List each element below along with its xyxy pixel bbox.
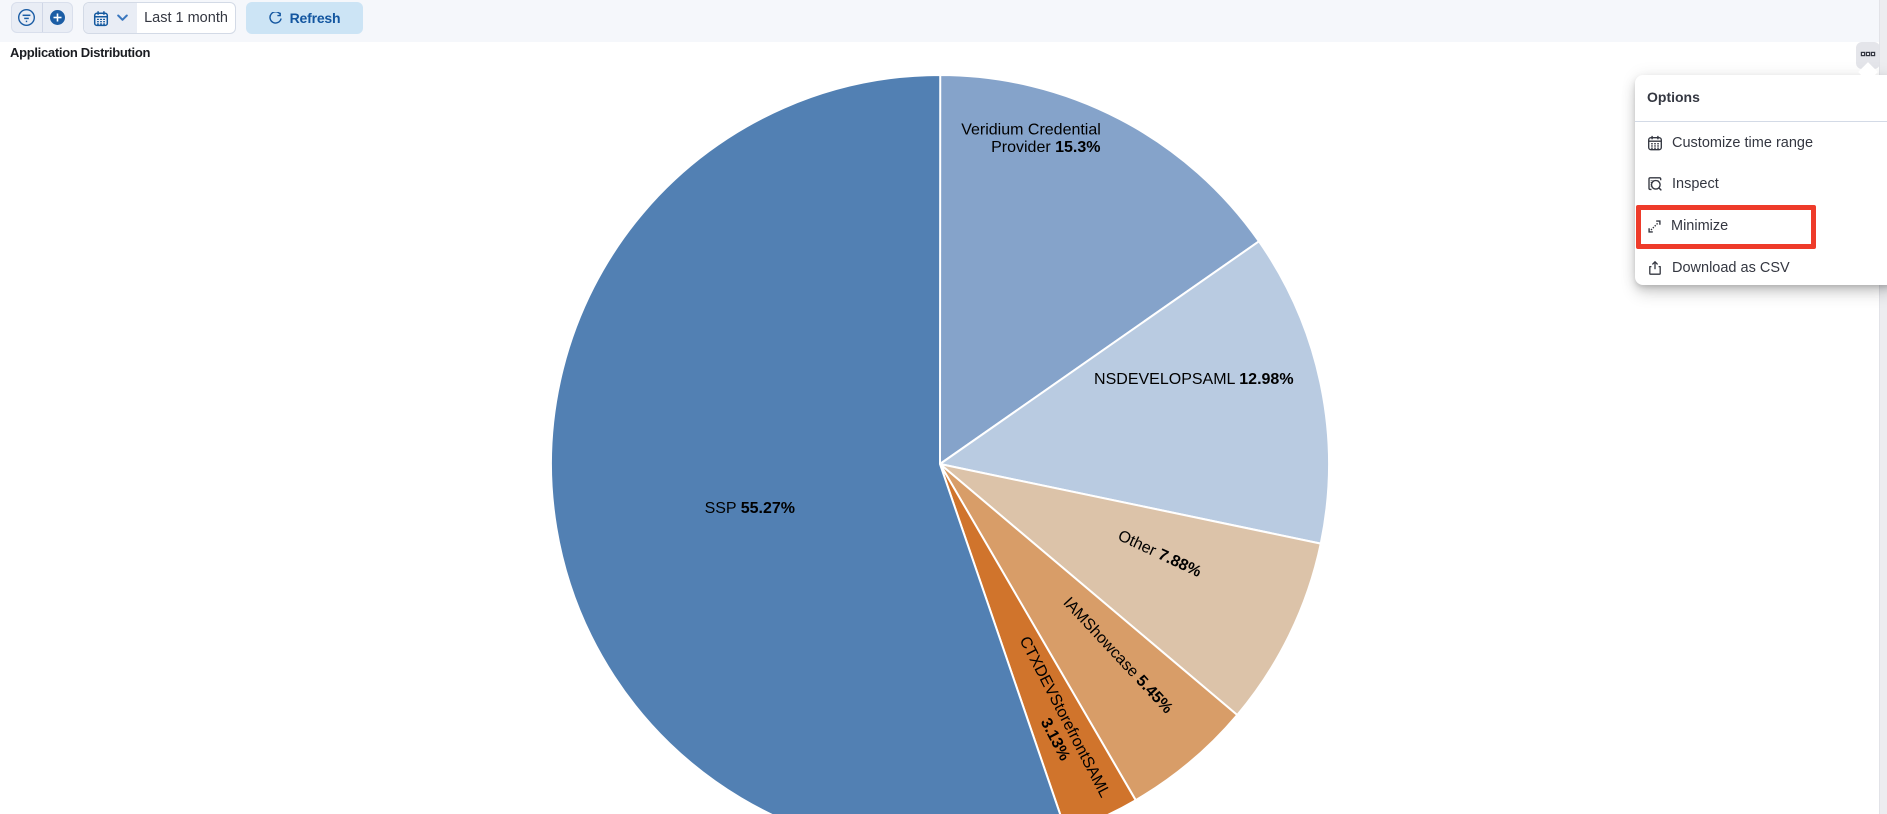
svg-text:Veridium Credential: Veridium Credential <box>961 121 1101 138</box>
svg-text:NSDEVELOPSAML 12.98%: NSDEVELOPSAML 12.98% <box>1094 371 1294 388</box>
svg-text:SSP 55.27%: SSP 55.27% <box>705 500 795 517</box>
svg-text:Provider 15.3%: Provider 15.3% <box>991 139 1100 156</box>
